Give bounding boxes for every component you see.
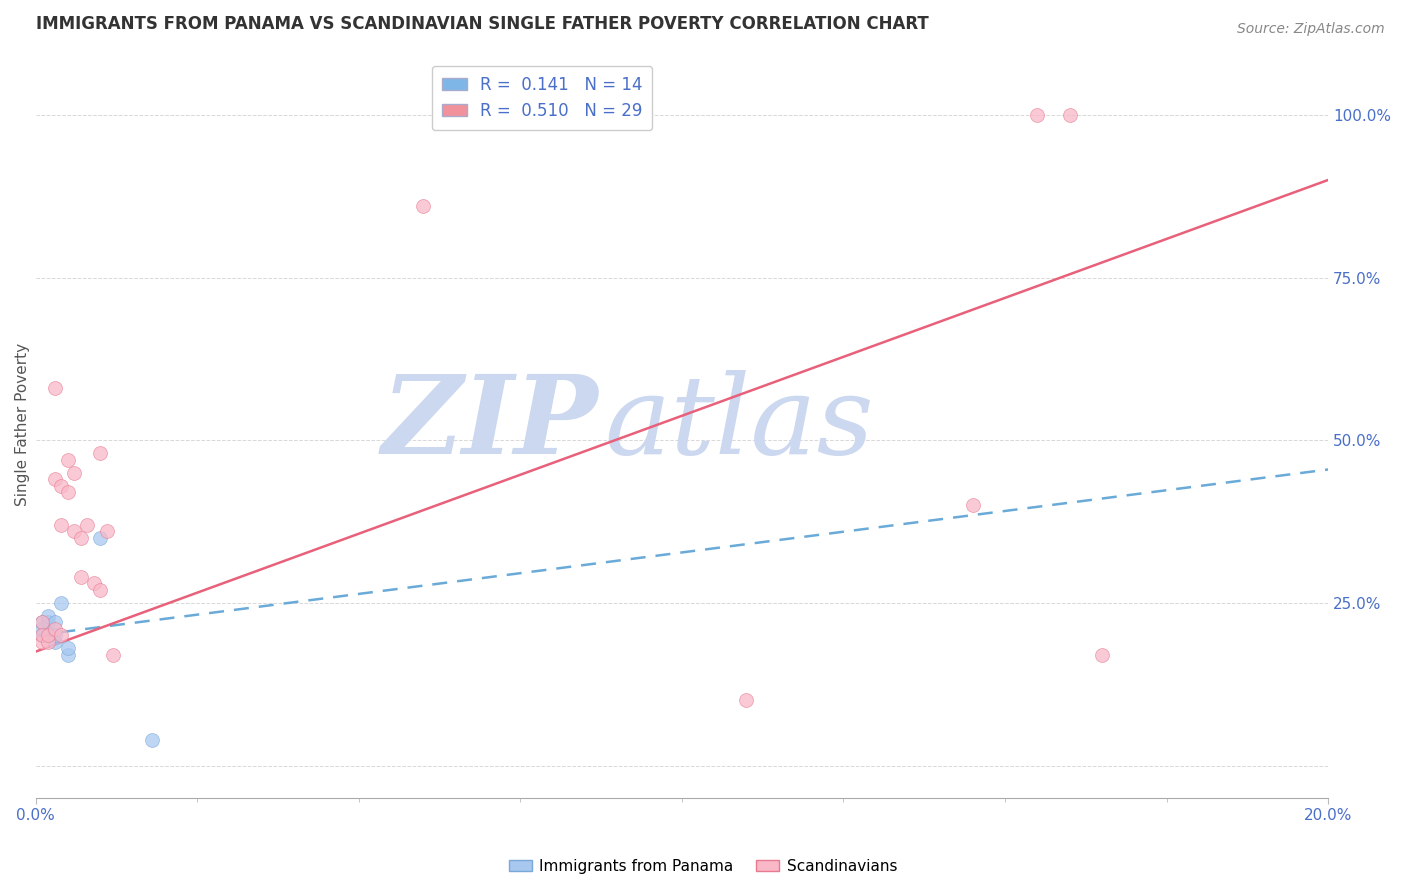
Point <box>31 628 53 642</box>
Point <box>69 570 91 584</box>
Point <box>37 615 59 630</box>
Legend: Immigrants from Panama, Scandinavians: Immigrants from Panama, Scandinavians <box>502 853 904 880</box>
Point <box>37 635 59 649</box>
Point <box>37 628 59 642</box>
Point <box>89 582 111 597</box>
Point <box>51 479 73 493</box>
Point <box>56 452 79 467</box>
Point <box>56 641 79 656</box>
Point <box>44 472 66 486</box>
Text: Source: ZipAtlas.com: Source: ZipAtlas.com <box>1237 22 1385 37</box>
Point <box>31 615 53 630</box>
Point <box>31 615 53 630</box>
Point <box>63 524 86 539</box>
Point <box>101 648 124 662</box>
Point <box>44 635 66 649</box>
Point <box>69 531 91 545</box>
Point <box>83 576 105 591</box>
Point <box>51 628 73 642</box>
Text: ZIP: ZIP <box>381 370 598 478</box>
Point <box>89 531 111 545</box>
Text: IMMIGRANTS FROM PANAMA VS SCANDINAVIAN SINGLE FATHER POVERTY CORRELATION CHART: IMMIGRANTS FROM PANAMA VS SCANDINAVIAN S… <box>35 15 928 33</box>
Point <box>31 628 53 642</box>
Point <box>962 498 984 512</box>
Point <box>63 466 86 480</box>
Point <box>31 622 53 636</box>
Point <box>141 732 163 747</box>
Point <box>96 524 118 539</box>
Point <box>31 635 53 649</box>
Point <box>412 199 434 213</box>
Text: atlas: atlas <box>605 370 875 478</box>
Point <box>37 628 59 642</box>
Y-axis label: Single Father Poverty: Single Father Poverty <box>15 343 30 506</box>
Point <box>1091 648 1114 662</box>
Legend: R =  0.141   N = 14, R =  0.510   N = 29: R = 0.141 N = 14, R = 0.510 N = 29 <box>432 66 652 130</box>
Point <box>89 446 111 460</box>
Point <box>56 485 79 500</box>
Point <box>76 517 98 532</box>
Point <box>44 622 66 636</box>
Point <box>1026 108 1049 122</box>
Point <box>56 648 79 662</box>
Point <box>37 608 59 623</box>
Point <box>735 693 758 707</box>
Point <box>44 381 66 395</box>
Point <box>1059 108 1081 122</box>
Point <box>44 628 66 642</box>
Point <box>51 517 73 532</box>
Point <box>44 615 66 630</box>
Point <box>51 596 73 610</box>
